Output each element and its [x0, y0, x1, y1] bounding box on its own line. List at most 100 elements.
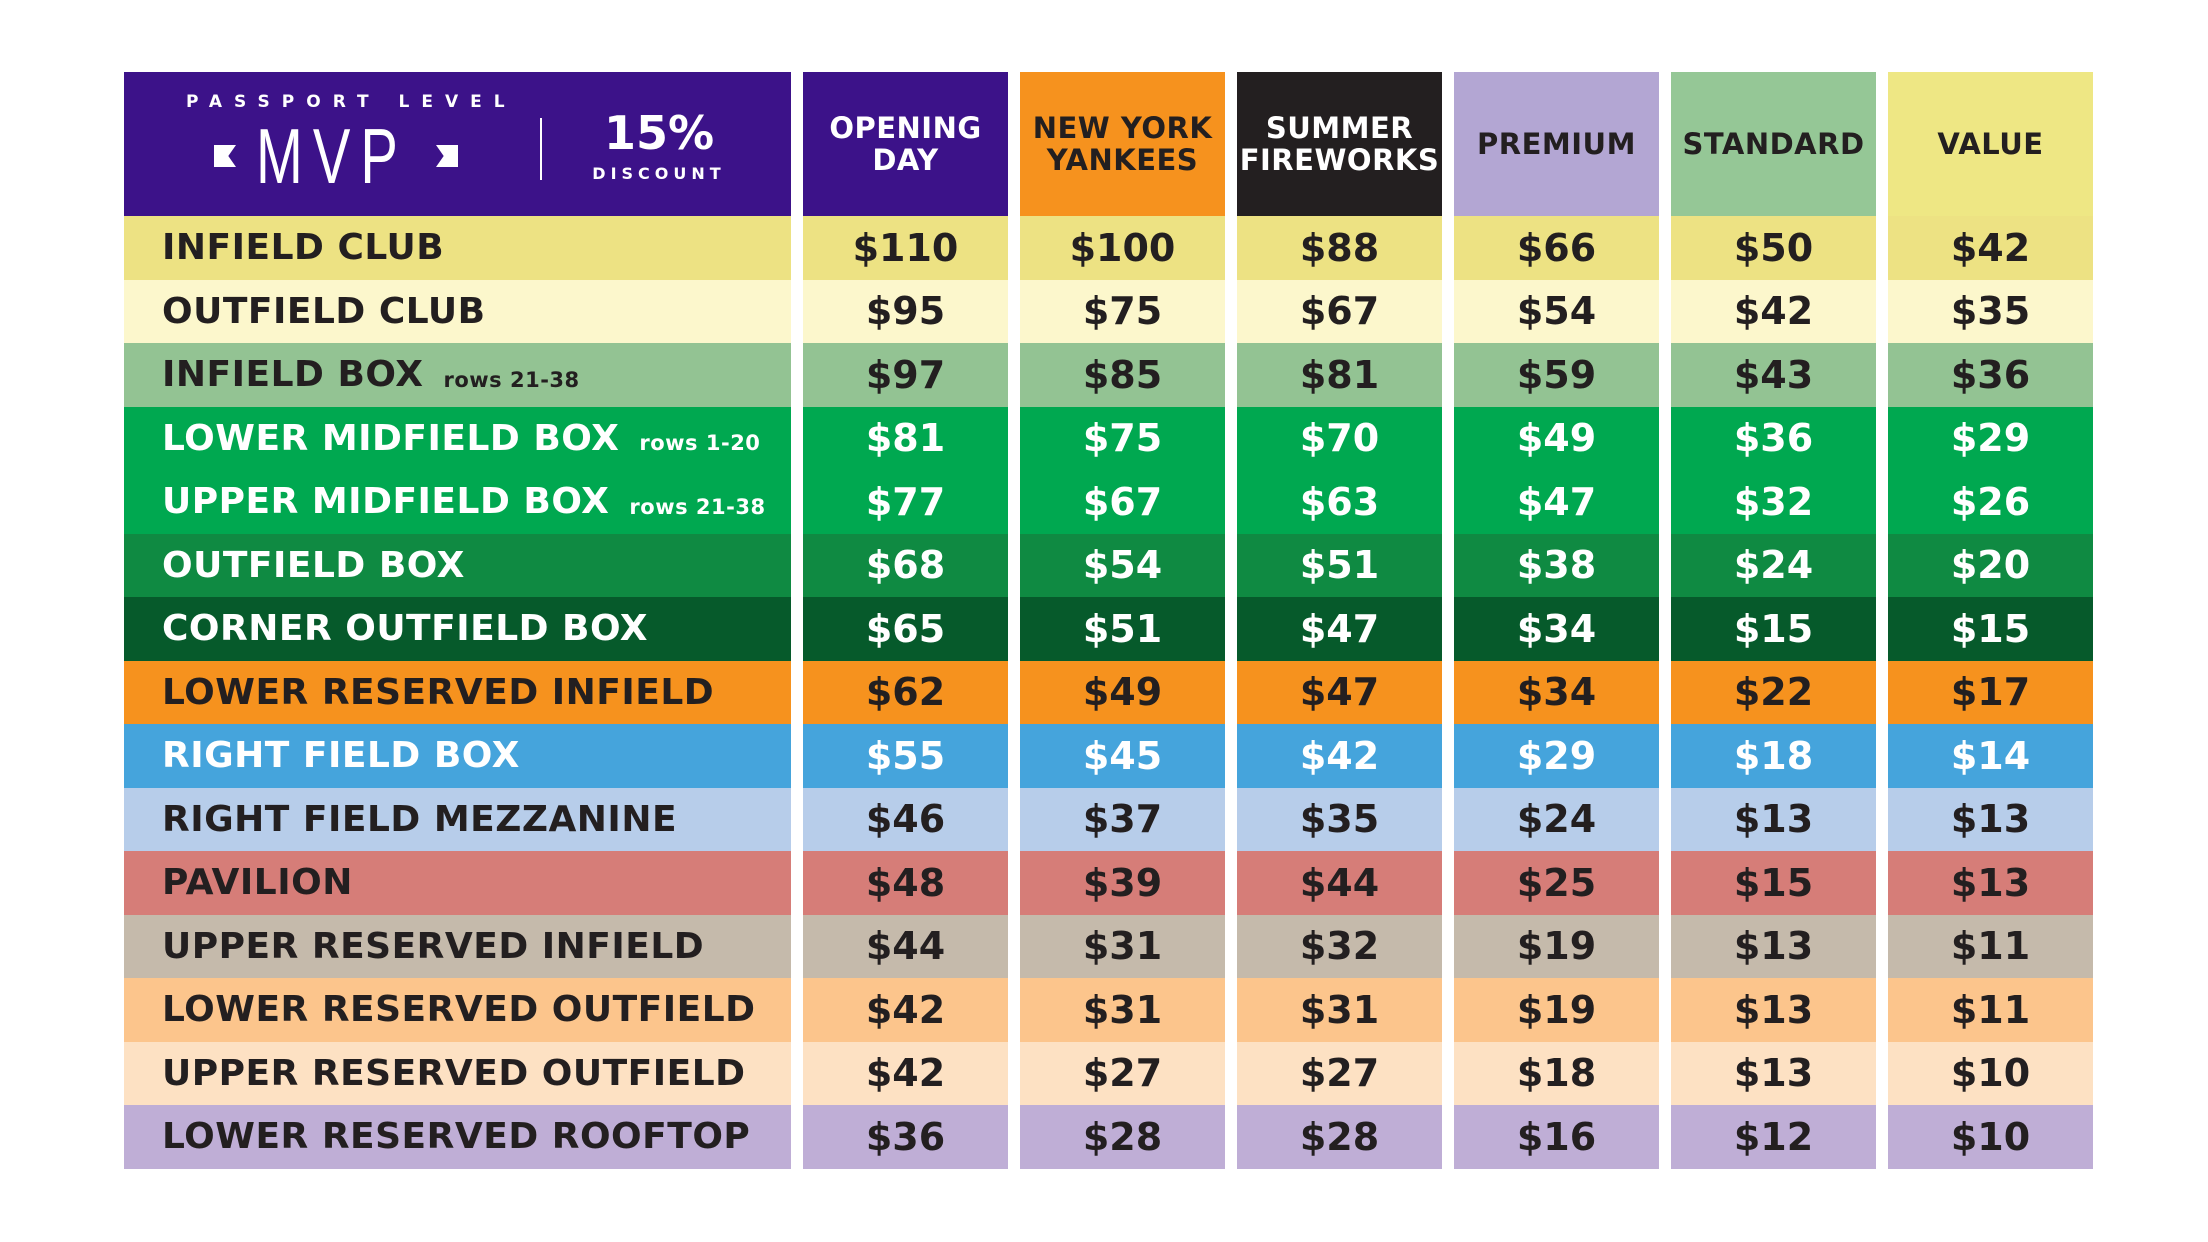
price-cell: $29: [1888, 406, 2093, 470]
price-cell: $13: [1888, 787, 2093, 851]
passport-level-banner: PASSPORT LEVEL MVP 15% DISCOUNT: [124, 72, 791, 216]
section-label: LOWER RESERVED INFIELD: [124, 660, 791, 724]
section-label: PAVILION: [124, 851, 791, 915]
price-cell: $97: [803, 343, 1008, 407]
price-cell: $49: [1454, 406, 1659, 470]
price-cell: $28: [1020, 1105, 1225, 1169]
price-cell: $65: [803, 597, 1008, 661]
price-cell: $55: [803, 724, 1008, 788]
price-cell: $32: [1237, 914, 1442, 978]
price-cell: $19: [1454, 978, 1659, 1042]
price-cell: $47: [1237, 597, 1442, 661]
section-label: OUTFIELD BOX: [124, 533, 791, 597]
price-cell: $47: [1454, 470, 1659, 534]
section-name: UPPER RESERVED OUTFIELD: [162, 1052, 746, 1094]
price-cell: $75: [1020, 406, 1225, 470]
section-name: CORNER OUTFIELD BOX: [162, 608, 649, 650]
column-header: OPENING DAY: [803, 72, 1008, 216]
price-cell: $47: [1237, 660, 1442, 724]
section-name: RIGHT FIELD BOX: [162, 735, 520, 777]
section-name: INFIELD BOX: [162, 354, 424, 396]
header-divider: [540, 118, 542, 180]
section-name: LOWER RESERVED OUTFIELD: [162, 989, 756, 1031]
price-cell: $67: [1237, 279, 1442, 343]
price-cell: $110: [803, 216, 1008, 280]
section-name: OUTFIELD CLUB: [162, 290, 486, 332]
price-cell: $81: [1237, 343, 1442, 407]
price-cell: $28: [1237, 1105, 1442, 1169]
price-cell: $67: [1020, 470, 1225, 534]
price-cell: $68: [803, 533, 1008, 597]
price-cell: $36: [1888, 343, 2093, 407]
right-pennant-icon: [436, 145, 458, 167]
price-cell: $11: [1888, 914, 2093, 978]
section-label: LOWER MIDFIELD BOX rows 1-20: [124, 406, 791, 470]
price-cell: $27: [1020, 1041, 1225, 1105]
price-cell: $34: [1454, 597, 1659, 661]
price-cell: $49: [1020, 660, 1225, 724]
price-cell: $26: [1888, 470, 2093, 534]
price-cell: $18: [1671, 724, 1876, 788]
price-cell: $19: [1454, 914, 1659, 978]
section-name: LOWER RESERVED ROOFTOP: [162, 1116, 751, 1158]
section-label: CORNER OUTFIELD BOX: [124, 597, 791, 661]
price-cell: $44: [1237, 851, 1442, 915]
column-header: SUMMER FIREWORKS: [1237, 72, 1442, 216]
price-cell: $43: [1671, 343, 1876, 407]
discount-percent: 15%: [603, 106, 715, 160]
mvp-title-group: MVP: [214, 116, 458, 196]
section-label: INFIELD BOX rows 21-38: [124, 343, 791, 407]
column-header: VALUE: [1888, 72, 2093, 216]
price-cell: $42: [803, 1041, 1008, 1105]
price-cell: $70: [1237, 406, 1442, 470]
price-cell: $77: [803, 470, 1008, 534]
section-name: UPPER MIDFIELD BOX: [162, 481, 610, 523]
left-pennant-icon: [214, 145, 236, 167]
price-cell: $35: [1888, 279, 2093, 343]
price-cell: $13: [1671, 914, 1876, 978]
price-cell: $38: [1454, 533, 1659, 597]
price-cell: $32: [1671, 470, 1876, 534]
section-name: LOWER MIDFIELD BOX: [162, 417, 620, 459]
mvp-title: MVP: [256, 112, 408, 200]
price-cell: $62: [803, 660, 1008, 724]
price-cell: $31: [1020, 978, 1225, 1042]
price-cell: $42: [803, 978, 1008, 1042]
price-cell: $85: [1020, 343, 1225, 407]
price-cell: $13: [1888, 851, 2093, 915]
price-cell: $39: [1020, 851, 1225, 915]
price-cell: $24: [1454, 787, 1659, 851]
price-cell: $18: [1454, 1041, 1659, 1105]
section-label: UPPER RESERVED INFIELD: [124, 914, 791, 978]
price-cell: $13: [1671, 787, 1876, 851]
section-label: LOWER RESERVED ROOFTOP: [124, 1105, 791, 1169]
price-cell: $10: [1888, 1041, 2093, 1105]
pricing-table: PASSPORT LEVEL MVP 15% DISCOUNT OPENING …: [124, 72, 2095, 1169]
price-cell: $15: [1888, 597, 2093, 661]
section-label: RIGHT FIELD BOX: [124, 724, 791, 788]
price-cell: $50: [1671, 216, 1876, 280]
discount-label: DISCOUNT: [592, 164, 726, 183]
section-name: UPPER RESERVED INFIELD: [162, 925, 705, 967]
price-cell: $95: [803, 279, 1008, 343]
price-cell: $17: [1888, 660, 2093, 724]
section-label: RIGHT FIELD MEZZANINE: [124, 787, 791, 851]
price-cell: $34: [1454, 660, 1659, 724]
column-header: STANDARD: [1671, 72, 1876, 216]
price-cell: $46: [803, 787, 1008, 851]
price-cell: $14: [1888, 724, 2093, 788]
price-cell: $42: [1237, 724, 1442, 788]
price-cell: $31: [1020, 914, 1225, 978]
price-cell: $15: [1671, 597, 1876, 661]
price-cell: $35: [1237, 787, 1442, 851]
price-cell: $20: [1888, 533, 2093, 597]
price-cell: $22: [1671, 660, 1876, 724]
section-label: LOWER RESERVED OUTFIELD: [124, 978, 791, 1042]
price-cell: $88: [1237, 216, 1442, 280]
price-cell: $37: [1020, 787, 1225, 851]
price-cell: $29: [1454, 724, 1659, 788]
price-cell: $100: [1020, 216, 1225, 280]
price-cell: $12: [1671, 1105, 1876, 1169]
column-header: NEW YORK YANKEES: [1020, 72, 1225, 216]
section-name: RIGHT FIELD MEZZANINE: [162, 798, 678, 840]
